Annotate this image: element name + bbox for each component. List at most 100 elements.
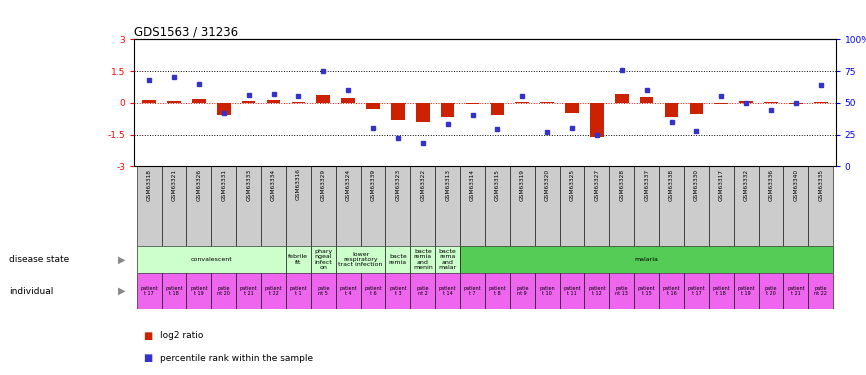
Text: patient
t 15: patient t 15 bbox=[638, 286, 656, 297]
Bar bbox=[341, 98, 355, 103]
Bar bbox=[360, 166, 385, 246]
Text: GSM63326: GSM63326 bbox=[197, 169, 202, 201]
Bar bbox=[764, 102, 778, 103]
Text: GSM63321: GSM63321 bbox=[171, 169, 177, 201]
Bar bbox=[784, 273, 808, 309]
Text: GSM63340: GSM63340 bbox=[793, 169, 798, 201]
Text: febrile
fit: febrile fit bbox=[288, 254, 308, 265]
Bar bbox=[391, 103, 404, 120]
Text: GSM63315: GSM63315 bbox=[494, 169, 500, 201]
Text: GSM63317: GSM63317 bbox=[719, 169, 724, 201]
Bar bbox=[634, 273, 659, 309]
Text: patient
t 4: patient t 4 bbox=[339, 286, 357, 297]
Bar bbox=[460, 246, 833, 273]
Bar bbox=[585, 166, 610, 246]
Bar bbox=[385, 246, 410, 273]
Bar bbox=[610, 166, 634, 246]
Bar bbox=[236, 166, 261, 246]
Text: GSM63323: GSM63323 bbox=[396, 169, 400, 201]
Text: GSM63318: GSM63318 bbox=[146, 169, 152, 201]
Text: patient
t 18: patient t 18 bbox=[713, 286, 730, 297]
Bar bbox=[714, 103, 728, 104]
Bar bbox=[316, 95, 330, 103]
Text: GSM63329: GSM63329 bbox=[320, 169, 326, 201]
Bar bbox=[137, 273, 162, 309]
Bar bbox=[410, 166, 436, 246]
Text: GSM63331: GSM63331 bbox=[222, 169, 226, 201]
Bar bbox=[137, 166, 162, 246]
Bar bbox=[740, 101, 753, 103]
Text: disease state: disease state bbox=[9, 255, 69, 264]
Bar bbox=[286, 273, 311, 309]
Bar bbox=[186, 273, 211, 309]
Bar bbox=[640, 97, 654, 103]
Text: patient
t 16: patient t 16 bbox=[662, 286, 681, 297]
Bar bbox=[311, 273, 336, 309]
Bar bbox=[684, 166, 709, 246]
Text: GSM63339: GSM63339 bbox=[371, 169, 376, 201]
Bar bbox=[416, 103, 430, 122]
Text: bacte
remia: bacte remia bbox=[389, 254, 407, 265]
Text: malaria: malaria bbox=[635, 257, 658, 262]
Bar bbox=[559, 166, 585, 246]
Bar bbox=[311, 166, 336, 246]
Text: log2 ratio: log2 ratio bbox=[160, 331, 204, 340]
Bar bbox=[784, 166, 808, 246]
Text: convalescent: convalescent bbox=[191, 257, 232, 262]
Text: GSM63335: GSM63335 bbox=[818, 169, 824, 201]
Bar bbox=[534, 166, 559, 246]
Text: patient
t 19: patient t 19 bbox=[737, 286, 755, 297]
Bar bbox=[211, 273, 236, 309]
Text: GDS1563 / 31236: GDS1563 / 31236 bbox=[134, 25, 238, 38]
Text: ■: ■ bbox=[143, 331, 152, 340]
Text: bacte
rema
and
malar: bacte rema and malar bbox=[438, 249, 456, 270]
Text: GSM63327: GSM63327 bbox=[594, 169, 599, 201]
Bar bbox=[559, 273, 585, 309]
Bar bbox=[510, 166, 534, 246]
Bar bbox=[385, 166, 410, 246]
Text: patient
t 3: patient t 3 bbox=[389, 286, 407, 297]
Bar bbox=[360, 273, 385, 309]
Bar bbox=[162, 166, 186, 246]
Text: patient
t 18: patient t 18 bbox=[165, 286, 183, 297]
Bar bbox=[410, 273, 436, 309]
Bar bbox=[515, 102, 529, 103]
Text: GSM63316: GSM63316 bbox=[296, 169, 301, 201]
Bar bbox=[460, 273, 485, 309]
Bar bbox=[814, 102, 828, 103]
Bar bbox=[659, 166, 684, 246]
Bar bbox=[217, 103, 230, 116]
Bar bbox=[510, 273, 534, 309]
Text: patient
t 17: patient t 17 bbox=[140, 286, 158, 297]
Text: patient
t 1: patient t 1 bbox=[289, 286, 307, 297]
Text: GSM63319: GSM63319 bbox=[520, 169, 525, 201]
Bar bbox=[634, 166, 659, 246]
Text: GSM63332: GSM63332 bbox=[744, 169, 748, 201]
Bar bbox=[385, 273, 410, 309]
Text: patient
t 8: patient t 8 bbox=[488, 286, 507, 297]
Text: percentile rank within the sample: percentile rank within the sample bbox=[160, 354, 313, 363]
Bar bbox=[186, 166, 211, 246]
Bar bbox=[410, 246, 436, 273]
Bar bbox=[534, 273, 559, 309]
Bar bbox=[565, 103, 578, 113]
Bar bbox=[192, 99, 206, 103]
Text: patient
t 19: patient t 19 bbox=[191, 286, 208, 297]
Text: ■: ■ bbox=[143, 353, 152, 363]
Text: GSM63330: GSM63330 bbox=[694, 169, 699, 201]
Bar bbox=[759, 166, 784, 246]
Text: ▶: ▶ bbox=[118, 286, 126, 296]
Text: patie
nt 9: patie nt 9 bbox=[516, 286, 528, 297]
Text: patient
t 7: patient t 7 bbox=[463, 286, 481, 297]
Bar bbox=[709, 273, 734, 309]
Bar bbox=[162, 273, 186, 309]
Text: patient
t 6: patient t 6 bbox=[365, 286, 382, 297]
Text: bacte
remia
and
menin: bacte remia and menin bbox=[413, 249, 433, 270]
Bar bbox=[466, 103, 480, 104]
Bar bbox=[540, 102, 554, 103]
Bar bbox=[261, 273, 286, 309]
Bar bbox=[485, 273, 510, 309]
Bar bbox=[286, 166, 311, 246]
Bar bbox=[441, 103, 455, 117]
Bar bbox=[261, 166, 286, 246]
